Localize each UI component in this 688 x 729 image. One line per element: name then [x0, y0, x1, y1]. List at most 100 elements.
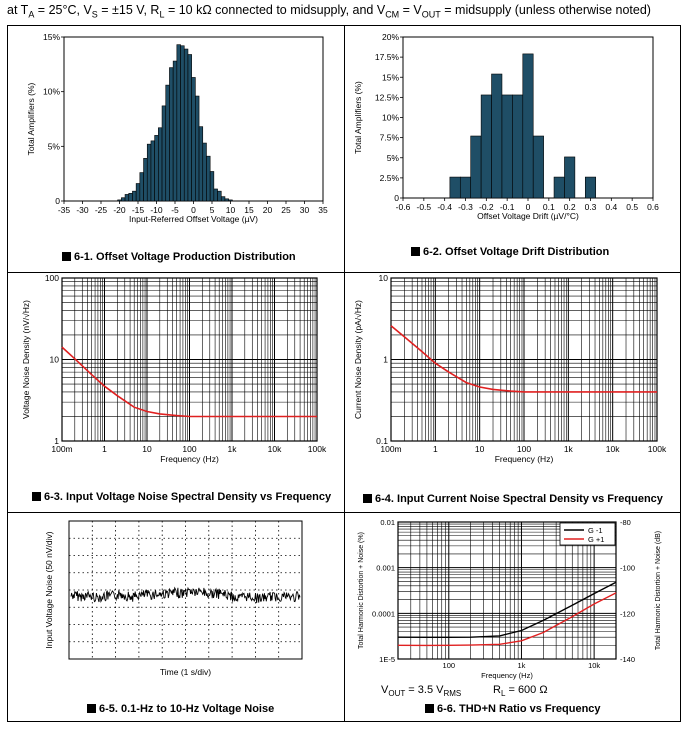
x-tick-label: 20	[263, 205, 273, 215]
thd-vout-condition: VOUT = 3.5 VRMS	[381, 684, 462, 699]
x-tick-label: -10	[150, 205, 163, 215]
histogram-bar	[161, 105, 167, 202]
y-tick-label: 0.001	[376, 564, 395, 573]
histogram-bar	[449, 176, 461, 199]
x-axis-label: Frequency (Hz)	[160, 454, 219, 464]
figure-icon	[87, 704, 96, 713]
x-tick-label: 0.1	[543, 202, 555, 212]
histogram-bar	[180, 45, 185, 202]
y-tick-label: 15%	[382, 72, 399, 82]
histogram-bar	[187, 54, 192, 202]
histogram-bar	[470, 135, 482, 199]
histogram-bar	[220, 196, 226, 202]
grid-divider-2	[8, 512, 680, 513]
x-tick-label: -0.5	[417, 202, 432, 212]
y-axis-label: Voltage Noise Density (nV/√Hz)	[21, 300, 31, 419]
x-axis-label: Frequency (Hz)	[481, 671, 533, 680]
y-axis-label: Input Voltage Noise (50 nV/div)	[44, 531, 54, 648]
histogram-bar	[491, 73, 503, 199]
histogram-bar	[209, 171, 215, 202]
figure-icon	[363, 494, 372, 503]
histogram-bar	[154, 135, 159, 202]
x-tick-label: 100m	[380, 444, 401, 454]
x-axis-label: Input-Referred Offset Voltage (µV)	[129, 214, 258, 224]
x-tick-label: 10k	[588, 661, 600, 670]
histogram-bar	[213, 188, 218, 202]
legend-label: G -1	[588, 526, 603, 535]
chart-current-noise: 100m 1 10 100 1k 10k 100k 0.1 1 10 Frequency (Hz) C…	[343, 271, 681, 511]
x-tick-label: 0.5	[626, 202, 638, 212]
histogram-bar	[532, 135, 544, 199]
x-tick-label: 0.2	[564, 202, 576, 212]
y-tick-label: 0.1	[376, 436, 388, 446]
x-tick-label: 10k	[268, 444, 282, 454]
x-tick-label: 30	[300, 205, 310, 215]
grid-divider-1	[8, 272, 680, 273]
y-tick-label: 100	[45, 273, 59, 283]
histogram-bar	[191, 77, 196, 202]
chart-time-noise-svg: Time (1 s/div) Input Voltage Noise (50 nV…	[44, 520, 303, 677]
histogram-bar	[198, 126, 204, 202]
y2-tick-label: -100	[620, 564, 635, 573]
grid-divider-vertical	[344, 26, 345, 721]
x-tick-label: 1k	[564, 444, 574, 454]
x-tick-label: 0	[191, 205, 196, 215]
conditions-header: at TA = 25°C, VS = ±15 V, RL = 10 kΩ con…	[7, 3, 651, 20]
x-tick-label: 1k	[228, 444, 238, 454]
y-axis-label: Total Amplifiers (%)	[353, 81, 363, 154]
y-tick-label: 1	[54, 436, 59, 446]
y2-tick-label: -140	[620, 655, 635, 664]
figure-icon	[32, 492, 41, 501]
histogram-bar	[553, 176, 565, 199]
y-tick-label: 2.5%	[380, 173, 400, 183]
y-tick-label: 0.01	[380, 518, 395, 527]
caption-fig-6-1: 6-1. Offset Voltage Production Distribut…	[62, 251, 296, 263]
x-tick-label: 100k	[308, 444, 327, 454]
x-tick-label: 0.4	[605, 202, 617, 212]
figure-icon	[62, 252, 71, 261]
x-tick-label: 10	[475, 444, 485, 454]
x-tick-label: 1k	[517, 661, 525, 670]
thd-curve	[397, 581, 617, 639]
caption-fig-6-3: 6-3. Input Voltage Noise Spectral Densit…	[32, 491, 331, 503]
figure-icon	[425, 704, 434, 713]
histogram-bar	[224, 198, 229, 202]
histogram-bar	[124, 194, 130, 202]
histogram-bar	[176, 44, 181, 202]
histogram-bar	[165, 84, 170, 202]
y-tick-label: 1E-5	[379, 655, 395, 664]
y-tick-label: 12.5%	[375, 92, 400, 102]
chart-thd: G -1 G +1 100 1k 10k 1E-5 0.0001 0.001 0.01 -140 -…	[343, 511, 681, 722]
x-axis-label: Time (1 s/div)	[160, 667, 211, 677]
x-tick-label: 0	[526, 202, 531, 212]
x-tick-label: -15	[132, 205, 145, 215]
histogram-bar	[117, 199, 122, 202]
chart-thd-svg: G -1G +1 100 1k 10k 1E-5 0.0001 0.001 0.01 -140 -…	[358, 518, 662, 680]
plot-frame	[390, 277, 658, 442]
x-tick-label: 1	[433, 444, 438, 454]
x-tick-label: 35	[318, 205, 328, 215]
caption-fig-6-4: 6-4. Input Current Noise Spectral Densit…	[363, 493, 663, 505]
x-tick-label: 0.3	[585, 202, 597, 212]
y-tick-label: 7.5%	[380, 133, 400, 143]
histogram-bar	[139, 172, 144, 202]
x-tick-label: 100	[182, 444, 196, 454]
histogram-bar	[202, 142, 207, 202]
histogram-bar	[132, 190, 137, 202]
y-tick-label: 17.5%	[375, 52, 400, 62]
histogram-bar	[480, 94, 492, 199]
histogram-bar	[128, 193, 133, 202]
chart-offset-drift-svg: -0.6 -0.5 -0.4 -0.3 -0.2 -0.1 0 0.1 0.2 0.3 0.4 0.5…	[353, 32, 659, 221]
x-tick-label: -35	[58, 205, 71, 215]
y2-tick-label: -120	[620, 609, 635, 618]
histogram-bar	[143, 158, 148, 202]
histogram-bar	[564, 156, 576, 199]
x-tick-label: -30	[76, 205, 89, 215]
x-tick-label: -25	[95, 205, 108, 215]
y-tick-label: 20%	[382, 32, 399, 42]
histogram-bar	[228, 199, 233, 202]
histogram-bar	[584, 176, 597, 199]
x-tick-label: -0.3	[458, 202, 473, 212]
histogram-bar	[146, 143, 152, 202]
x-tick-label: 25	[281, 205, 291, 215]
